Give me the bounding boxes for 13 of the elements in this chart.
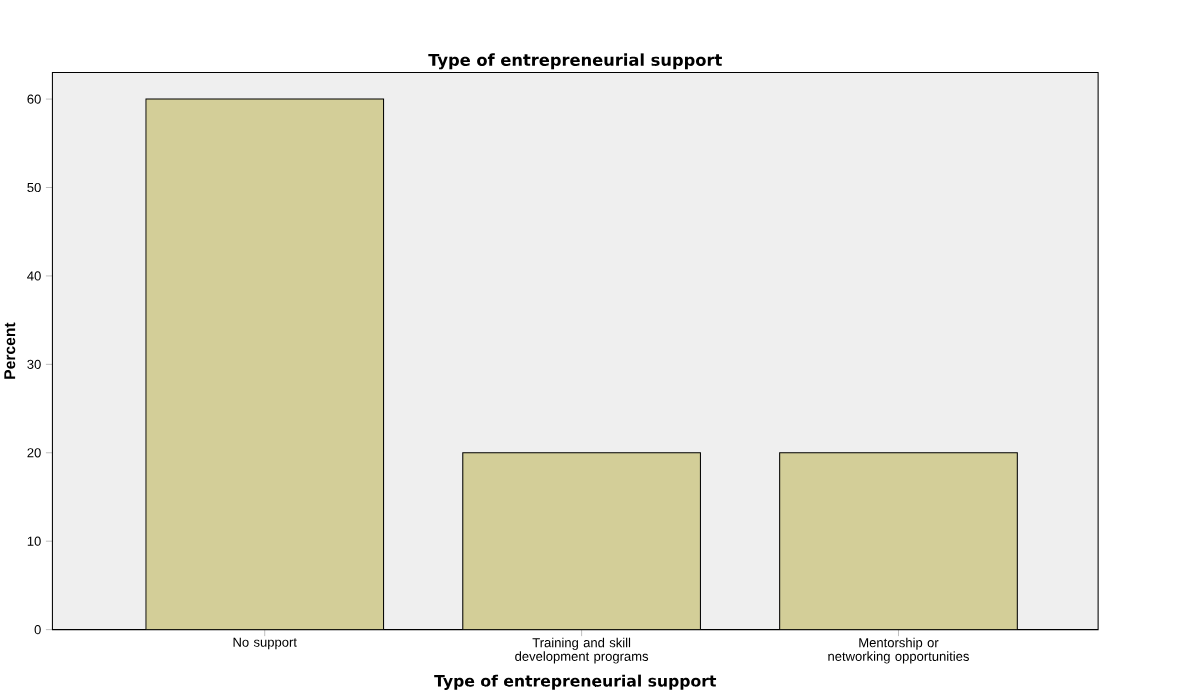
x-tick-label: No support	[233, 637, 297, 650]
y-tick-label: 0	[34, 624, 41, 635]
y-tick-label: 60	[27, 94, 41, 104]
y-tick-label: 10	[27, 536, 41, 546]
y-axis-title: Percent	[4, 322, 16, 379]
x-tick-label: Mentorship or networking opportunities	[828, 637, 969, 664]
x-axis-title: Type of entrepreneurial support	[434, 674, 717, 690]
y-tick-label: 20	[27, 448, 41, 458]
x-tick-label: Training and skill development programs	[515, 637, 649, 664]
chart-title: Type of entrepreneurial support	[428, 53, 722, 70]
y-tick-label: 30	[27, 359, 41, 369]
y-tick-label: 40	[27, 271, 41, 281]
y-tick-label: 50	[27, 182, 41, 193]
